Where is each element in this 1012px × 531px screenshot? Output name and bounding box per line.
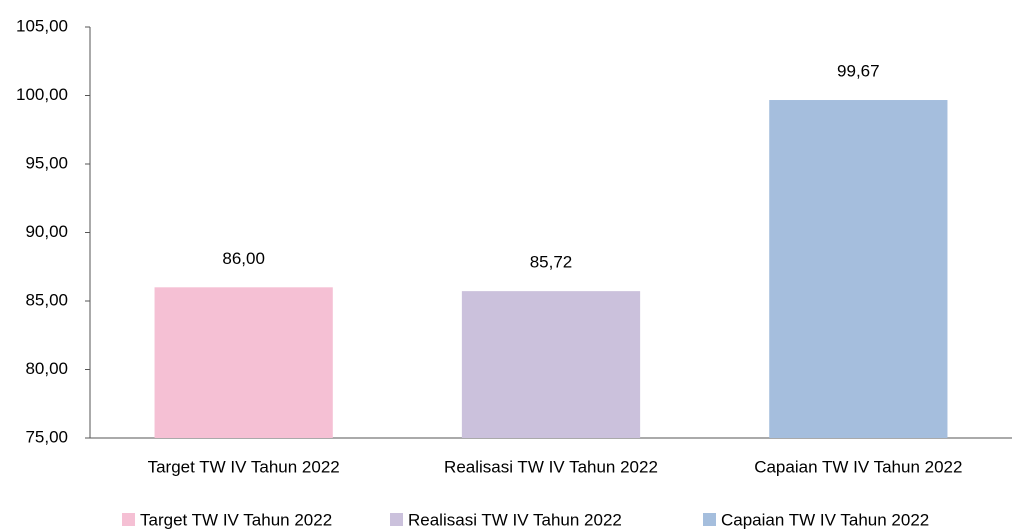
x-tick-label: Realisasi TW IV Tahun 2022 (444, 457, 658, 476)
y-tick-label: 90,00 (25, 222, 68, 241)
data-label: 85,72 (530, 253, 573, 272)
legend-label: Realisasi TW IV Tahun 2022 (408, 510, 622, 529)
legend-label: Target TW IV Tahun 2022 (140, 510, 332, 529)
data-label: 99,67 (837, 62, 880, 81)
x-tick-label: Capaian TW IV Tahun 2022 (754, 457, 962, 476)
bar (769, 100, 948, 439)
legend-label: Capaian TW IV Tahun 2022 (721, 510, 929, 529)
legend-swatch (703, 513, 716, 526)
bar (461, 291, 641, 438)
data-label: 86,00 (222, 249, 265, 268)
legend-swatch (390, 513, 403, 526)
bar (154, 287, 333, 438)
y-tick-label: 100,00 (16, 85, 68, 104)
legend-swatch (122, 513, 135, 526)
y-tick-label: 85,00 (25, 290, 68, 309)
y-tick-label: 95,00 (25, 153, 68, 172)
y-tick-label: 80,00 (25, 359, 68, 378)
y-tick-label: 105,00 (16, 16, 68, 35)
x-tick-label: Target TW IV Tahun 2022 (148, 457, 340, 476)
y-tick-label: 75,00 (25, 427, 68, 446)
